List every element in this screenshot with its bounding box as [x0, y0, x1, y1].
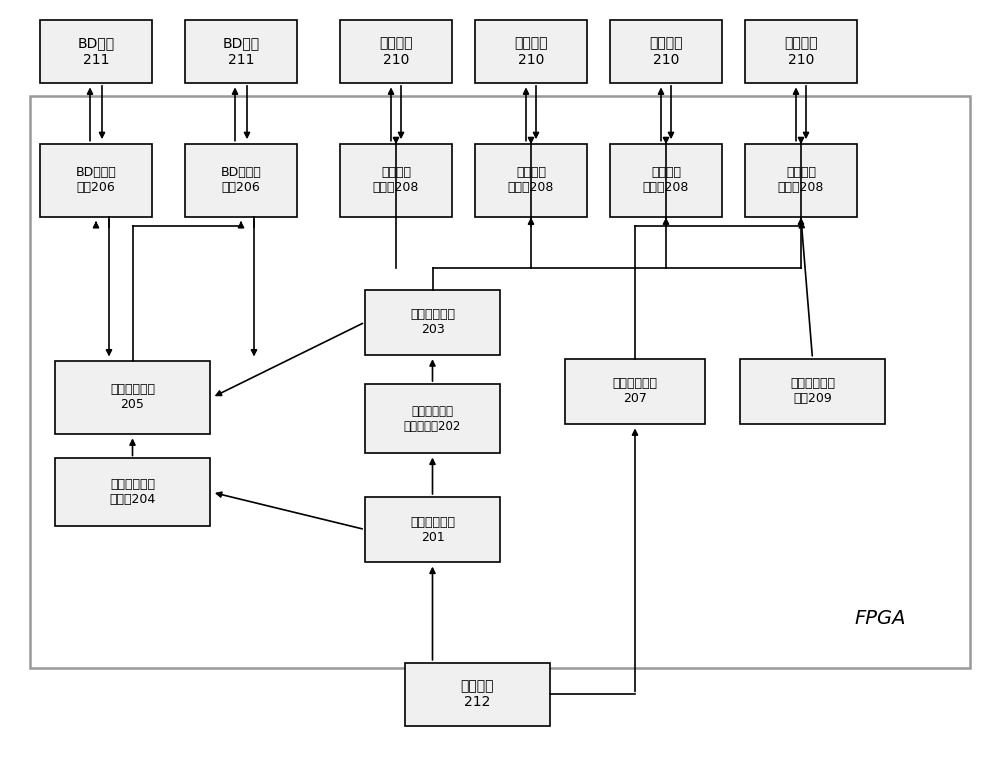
Text: 出对分发电路
207: 出对分发电路 207 [612, 377, 658, 406]
Bar [365, 497, 500, 562]
Text: 数据缓存
控制器208: 数据缓存 控制器208 [778, 166, 824, 194]
Bar [745, 20, 857, 83]
Bar [475, 20, 587, 83]
Text: 链表管理电路
205: 链表管理电路 205 [110, 383, 155, 412]
Text: 数据缓存
控制器208: 数据缓存 控制器208 [508, 166, 554, 194]
Bar [405, 663, 550, 726]
Text: BD缓存
211: BD缓存 211 [222, 36, 260, 67]
Bar [365, 290, 500, 355]
Text: 数据缓存
210: 数据缓存 210 [379, 36, 413, 67]
Bar [610, 144, 722, 217]
Bar [340, 144, 452, 217]
Text: 出队数据重组
电路209: 出队数据重组 电路209 [790, 377, 835, 406]
Bar [565, 359, 705, 424]
Bar [30, 96, 970, 668]
Bar [340, 20, 452, 83]
Bar [610, 20, 722, 83]
Text: 调度单元
212: 调度单元 212 [461, 679, 494, 710]
Text: 入队分发电路
203: 入队分发电路 203 [410, 308, 455, 336]
Bar [185, 144, 297, 217]
Text: FPGA: FPGA [854, 609, 906, 627]
Text: BD缓存控
制器206: BD缓存控 制器206 [76, 166, 116, 194]
Text: 分片地址重排
序电路204: 分片地址重排 序电路204 [109, 478, 156, 506]
Text: 数据缓存
210: 数据缓存 210 [514, 36, 548, 67]
Bar [55, 458, 210, 526]
Text: 数据缓存
控制器208: 数据缓存 控制器208 [373, 166, 419, 194]
Bar [40, 20, 152, 83]
Text: 数据缓存
210: 数据缓存 210 [784, 36, 818, 67]
Text: BD缓存
211: BD缓存 211 [77, 36, 115, 67]
Text: 数据切片电路
201: 数据切片电路 201 [410, 515, 455, 544]
Text: 数据缓存通道
号查询电路202: 数据缓存通道 号查询电路202 [404, 405, 461, 432]
Bar [475, 144, 587, 217]
Text: BD缓存控
制器206: BD缓存控 制器206 [221, 166, 261, 194]
Text: 数据缓存
210: 数据缓存 210 [649, 36, 683, 67]
Bar [55, 361, 210, 434]
Bar [40, 144, 152, 217]
Text: 数据缓存
控制器208: 数据缓存 控制器208 [643, 166, 689, 194]
Bar [740, 359, 885, 424]
Bar [745, 144, 857, 217]
Bar [365, 384, 500, 453]
Bar [185, 20, 297, 83]
